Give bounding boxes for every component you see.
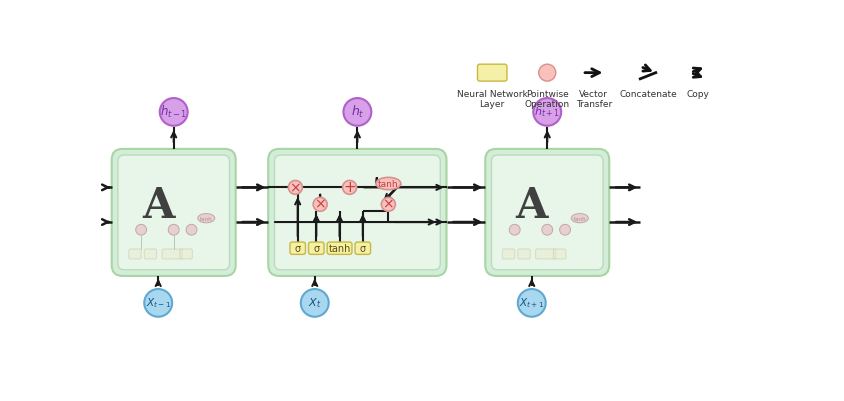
Text: Copy: Copy: [687, 89, 710, 99]
FancyBboxPatch shape: [129, 249, 141, 259]
FancyBboxPatch shape: [111, 150, 235, 276]
Text: ×: ×: [382, 197, 394, 211]
FancyBboxPatch shape: [554, 249, 565, 259]
Text: σ: σ: [360, 243, 365, 253]
FancyBboxPatch shape: [478, 65, 507, 82]
Circle shape: [343, 181, 357, 195]
Circle shape: [538, 65, 556, 82]
Circle shape: [560, 225, 571, 235]
Ellipse shape: [376, 178, 401, 190]
Circle shape: [136, 225, 147, 235]
FancyBboxPatch shape: [309, 243, 324, 255]
FancyBboxPatch shape: [355, 243, 371, 255]
Text: $h_{t-1}$: $h_{t-1}$: [160, 104, 187, 120]
Text: tanh: tanh: [573, 216, 586, 221]
Text: $X_{t+1}$: $X_{t+1}$: [519, 296, 544, 309]
Text: A: A: [516, 184, 548, 227]
Text: +: +: [344, 180, 356, 195]
FancyBboxPatch shape: [485, 150, 609, 276]
Text: $h_{t+1}$: $h_{t+1}$: [534, 105, 560, 119]
Circle shape: [542, 225, 553, 235]
Text: tanh: tanh: [378, 180, 398, 188]
FancyBboxPatch shape: [536, 249, 556, 259]
FancyBboxPatch shape: [162, 249, 182, 259]
FancyBboxPatch shape: [180, 249, 192, 259]
Circle shape: [381, 198, 395, 212]
FancyBboxPatch shape: [290, 243, 306, 255]
Text: ×: ×: [289, 180, 301, 194]
FancyBboxPatch shape: [144, 249, 157, 259]
Text: Concatenate: Concatenate: [619, 89, 677, 99]
Text: $h_t$: $h_t$: [350, 104, 365, 120]
FancyBboxPatch shape: [118, 156, 230, 270]
Text: ×: ×: [314, 197, 326, 211]
Text: Pointwise
Operation: Pointwise Operation: [525, 89, 570, 109]
Circle shape: [300, 289, 328, 317]
Circle shape: [509, 225, 520, 235]
Circle shape: [289, 181, 302, 195]
Circle shape: [313, 198, 327, 212]
Ellipse shape: [197, 214, 214, 223]
FancyBboxPatch shape: [268, 150, 446, 276]
FancyBboxPatch shape: [274, 156, 441, 270]
Circle shape: [168, 225, 179, 235]
Circle shape: [518, 289, 546, 317]
Ellipse shape: [571, 214, 588, 223]
Circle shape: [160, 99, 187, 126]
Text: Vector
Transfer: Vector Transfer: [576, 89, 612, 109]
Circle shape: [144, 289, 172, 317]
Circle shape: [186, 225, 197, 235]
FancyBboxPatch shape: [502, 249, 515, 259]
FancyBboxPatch shape: [518, 249, 530, 259]
Text: tanh: tanh: [328, 243, 351, 253]
FancyBboxPatch shape: [327, 243, 352, 255]
Circle shape: [533, 99, 561, 126]
Text: σ: σ: [313, 243, 319, 253]
Text: σ: σ: [295, 243, 300, 253]
Text: $X_{t-1}$: $X_{t-1}$: [145, 296, 170, 309]
Circle shape: [344, 99, 371, 126]
Text: A: A: [142, 184, 175, 227]
FancyBboxPatch shape: [491, 156, 603, 270]
Text: $X_t$: $X_t$: [308, 296, 322, 309]
Text: tanh: tanh: [200, 216, 213, 221]
Text: Neural Network
Layer: Neural Network Layer: [457, 89, 528, 109]
